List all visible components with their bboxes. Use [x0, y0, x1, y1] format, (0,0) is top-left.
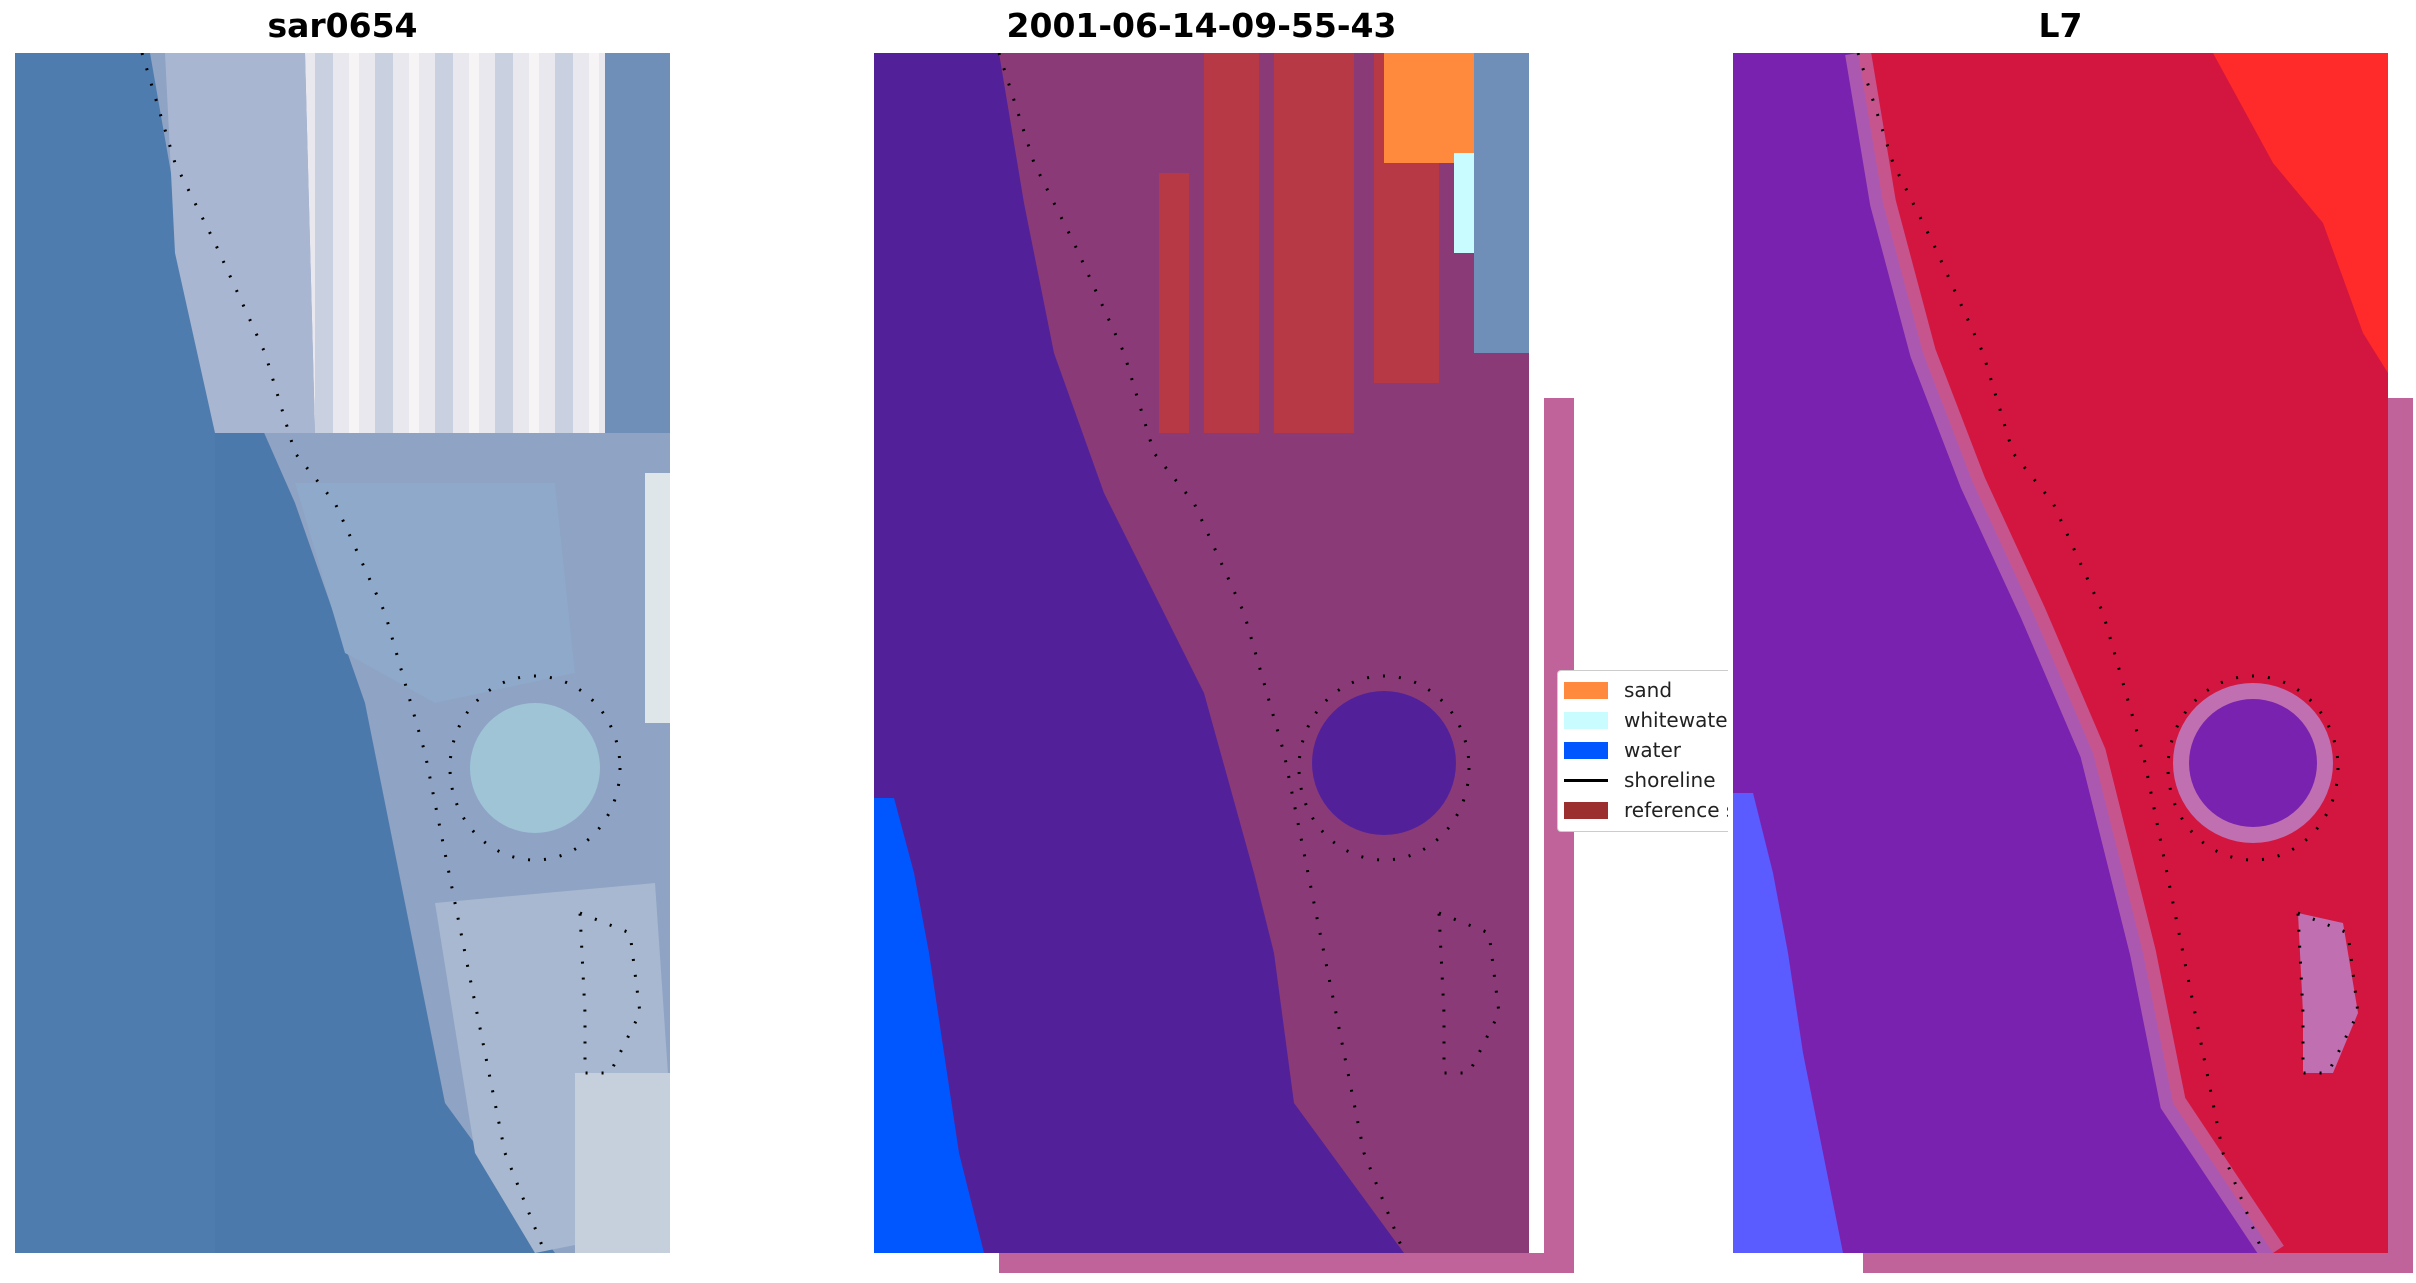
l7-panel	[1733, 53, 2413, 1273]
classification-panel	[874, 53, 1574, 1273]
l7-image	[1733, 53, 2413, 1273]
shoreline-line-icon	[1564, 779, 1608, 782]
legend: sand whitewater water shoreline referenc…	[1557, 670, 1728, 832]
water-swatch	[1564, 741, 1608, 759]
sand-swatch	[1564, 681, 1608, 699]
legend-label-shoreline: shoreline	[1624, 768, 1716, 792]
legend-label-water: water	[1624, 738, 1681, 762]
panel-title-rgb: sar0654	[267, 6, 418, 45]
rgb-image-panel	[15, 53, 670, 1253]
legend-label-sand: sand	[1624, 678, 1673, 702]
panel-title-classification: 2001-06-14-09-55-43	[1006, 6, 1397, 45]
reference-shoreline-swatch	[1564, 801, 1608, 819]
classification-image	[874, 53, 1574, 1273]
legend-label-reference-shoreline: reference shoreline	[1624, 798, 1728, 822]
panel-title-mndwi: L7	[2038, 6, 2083, 45]
legend-label-whitewater: whitewater	[1624, 708, 1728, 732]
rgb-image	[15, 53, 670, 1253]
whitewater-swatch	[1564, 711, 1608, 729]
